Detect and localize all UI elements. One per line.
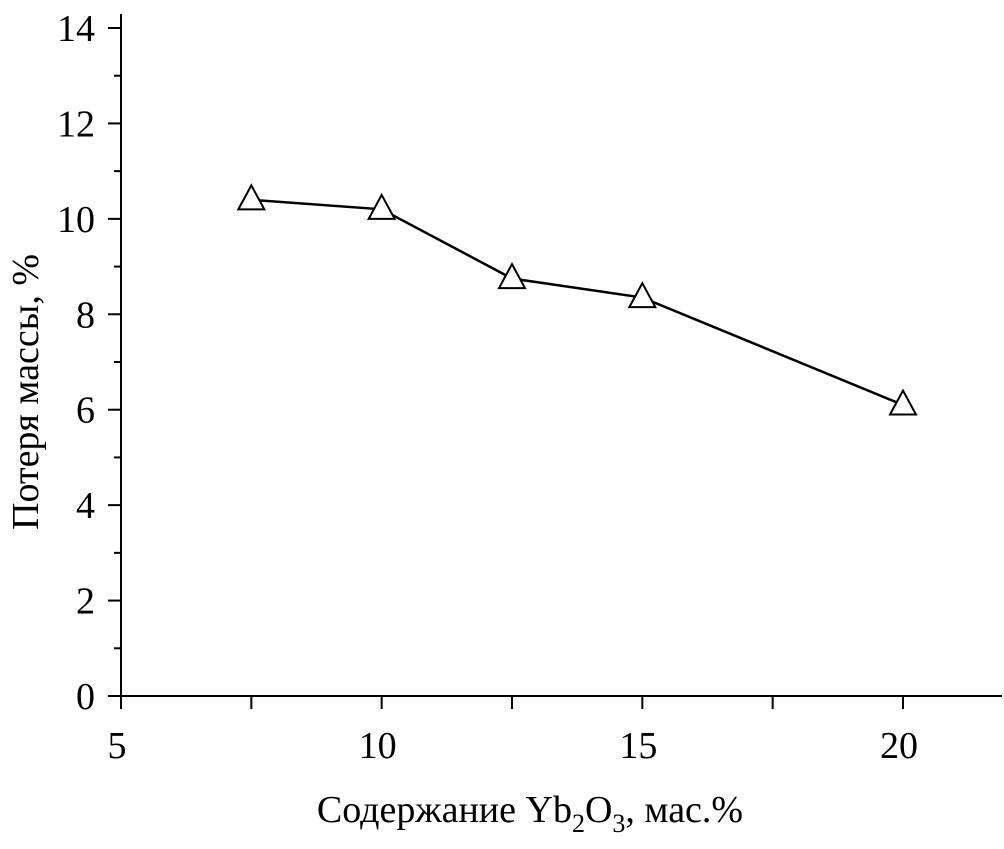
data-point-triangle xyxy=(888,388,918,416)
y-tick-label: 10 xyxy=(57,199,95,241)
x-axis-title-tail: , мас.% xyxy=(625,789,743,831)
x-axis-title-sub1: 2 xyxy=(572,809,585,838)
data-point-triangle xyxy=(497,262,527,290)
y-tick-label: 6 xyxy=(76,390,95,432)
x-axis-title: Содержание Yb2O3, мас.% xyxy=(317,789,743,838)
data-point-triangle xyxy=(236,183,267,211)
x-tick-label: 5 xyxy=(108,725,127,767)
y-tick-label: 14 xyxy=(57,8,95,50)
x-tick-label: 15 xyxy=(619,725,657,767)
axes xyxy=(120,14,1002,697)
ticks: 0 2 4 6 8 10 12 14 5 10 15 20 xyxy=(57,8,918,767)
x-tick-label: 20 xyxy=(880,725,918,767)
data-point-triangle xyxy=(627,281,658,309)
x-axis-title-main: Содержание Yb xyxy=(317,789,572,831)
x-axis-title-sub2: 3 xyxy=(612,809,625,838)
y-tick-label: 0 xyxy=(76,676,95,718)
series-line xyxy=(251,198,904,407)
y-tick-label: 12 xyxy=(57,103,95,145)
y-tick-label: 8 xyxy=(76,294,95,336)
y-axis-title: Потеря массы, % xyxy=(5,254,47,530)
y-tick-label: 2 xyxy=(76,581,95,623)
x-axis-title-mid: O xyxy=(585,789,612,831)
x-tick-label: 10 xyxy=(359,725,397,767)
data-point-triangle xyxy=(366,192,397,220)
y-tick-label: 4 xyxy=(76,485,95,527)
plot-area xyxy=(236,183,918,416)
